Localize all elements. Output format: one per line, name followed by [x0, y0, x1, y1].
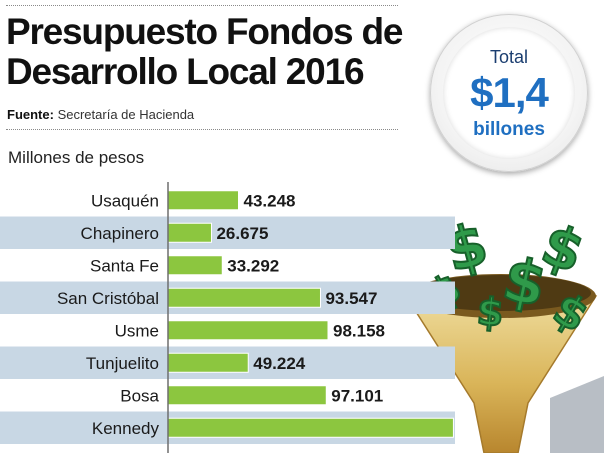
value-label: 33.292 [227, 256, 279, 275]
total-value: $1,4 [470, 69, 549, 116]
bar [167, 417, 454, 438]
top-divider [6, 5, 398, 6]
bar [167, 255, 223, 276]
bar [167, 352, 249, 373]
total-label: Total [489, 47, 529, 67]
title-line-1: Presupuesto Fondos de [6, 11, 403, 52]
source-value: Secretaría de Hacienda [57, 107, 195, 122]
total-unit: billones [473, 119, 545, 140]
category-label: Usme [115, 321, 159, 340]
value-label: 97.101 [331, 386, 383, 405]
bar [167, 320, 329, 341]
source-note: Fuente: Secretaría de Hacienda [7, 107, 194, 122]
source-divider [6, 129, 398, 130]
title-line-2: Desarrollo Local 2016 [6, 51, 365, 92]
value-label: 93.547 [325, 289, 377, 308]
category-label: San Cristóbal [57, 289, 159, 308]
bar [167, 222, 212, 243]
category-label: Tunjuelito [86, 354, 159, 373]
category-label: Chapinero [81, 224, 159, 243]
category-label: Santa Fe [90, 256, 159, 275]
bar [167, 385, 327, 406]
budget-bar-chart: Usaquén 43.248 Chapinero 26.675 Santa Fe 33.2… [0, 182, 455, 453]
bar [167, 287, 321, 308]
money-funnel-illustration: $ $ $ $ $ $ [404, 208, 604, 453]
total-badge-inner: Total $1,4 billones [443, 27, 575, 159]
value-label: 98.158 [333, 321, 385, 340]
bar [167, 190, 239, 211]
unit-label: Millones de pesos [8, 148, 145, 167]
svg-text:$: $ [475, 289, 505, 335]
row-band [0, 216, 455, 249]
page-title: Presupuesto Fondos de Desarrollo Local 2… [6, 11, 403, 92]
total-badge: Total $1,4 billones [430, 14, 588, 172]
category-label: Bosa [120, 386, 159, 405]
svg-text:$: $ [533, 212, 592, 286]
value-label: 49.224 [253, 354, 306, 373]
source-label: Fuente: [7, 107, 54, 122]
category-label: Usaquén [91, 191, 159, 210]
value-label: 26.675 [216, 224, 268, 243]
value-label: 43.248 [243, 191, 295, 210]
category-label: Kennedy [92, 419, 160, 438]
